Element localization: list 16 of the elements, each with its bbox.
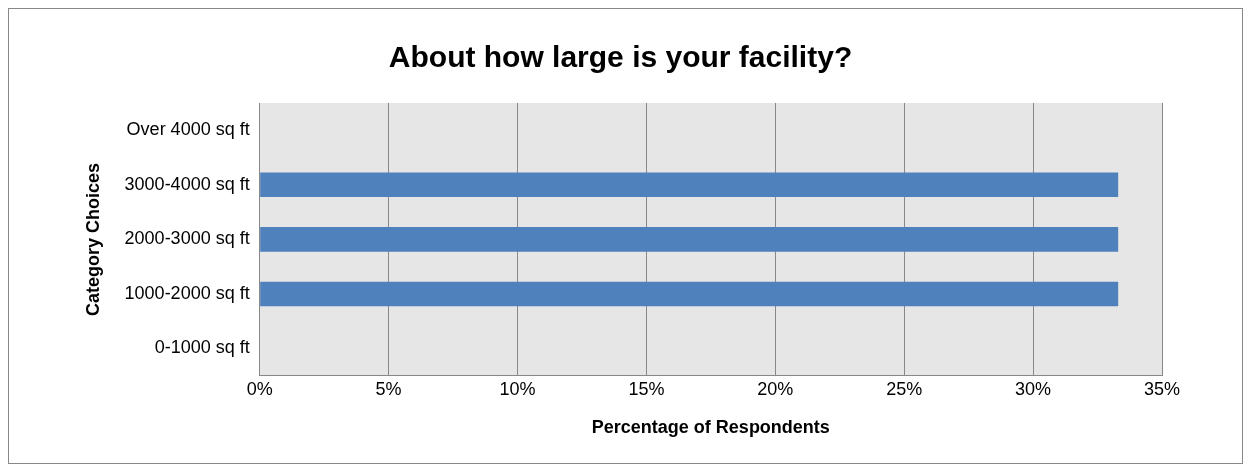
x-tick-label: 30%: [1015, 378, 1052, 399]
x-tick-label: 0%: [246, 378, 273, 399]
x-tick-label: 15%: [628, 378, 665, 399]
y-tick-label: Over 4000 sq ft: [126, 119, 250, 140]
x-tick-label: 10%: [499, 378, 536, 399]
y-tick-label: 3000-4000 sq ft: [124, 173, 250, 194]
x-tick-label: 5%: [375, 378, 402, 399]
y-tick-label: 1000-2000 sq ft: [124, 282, 250, 303]
chart-title: About how large is your facility?: [388, 40, 853, 74]
y-tick-label: 2000-3000 sq ft: [124, 228, 250, 249]
y-axis-title: Category Choices: [82, 162, 103, 316]
x-axis-title: Percentage of Respondents: [591, 417, 830, 438]
y-tick-label: 0-1000 sq ft: [154, 337, 250, 358]
x-tick-label: 20%: [757, 378, 794, 399]
x-tick-label: 35%: [1143, 378, 1181, 399]
x-tick-label: 25%: [886, 378, 923, 399]
